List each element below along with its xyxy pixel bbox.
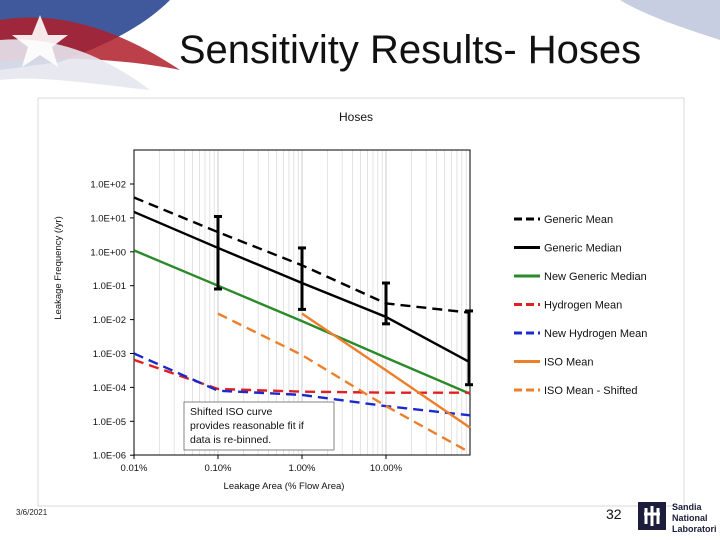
error-bar [214,214,222,291]
y-tick-label: 1.0E-02 [93,315,126,326]
annotation-line-3: data is re-binned. [190,434,271,446]
slide-date: 3/6/2021 [16,508,48,517]
y-tick-label: 1.0E+02 [90,180,126,191]
legend-label: Hydrogen Mean [544,300,622,312]
y-axis: 1.0E+02 1.0E+01 1.0E+00 1.0E-01 1.0E-02 1.0E-… [90,180,134,462]
annotation-box: Shifted ISO curve provides reasonable fi… [183,401,335,451]
y-axis-label: Leakage Frequency (/yr) [53,216,64,320]
y-tick-label: 1.0E-05 [93,417,126,428]
legend-label: New Hydrogen Mean [544,328,647,340]
legend: Generic Mean Generic Median New Generic Me… [514,214,647,397]
legend-item: Generic Mean [514,214,613,226]
legend-item: Generic Median [514,243,622,255]
y-tick-label: 1.0E-03 [93,349,126,360]
annotation-line-1: Shifted ISO curve [190,406,272,418]
slide-title: Sensitivity Results- Hoses [178,28,642,72]
error-bar [298,246,306,311]
logo-line-1: Sandia [672,502,703,512]
x-axis-label: Leakage Area (% Flow Area) [224,481,345,492]
page-number: 32 [606,506,622,522]
series-line-new-hydrogen-mean [133,352,471,417]
legend-item: ISO Mean - Shifted [514,385,638,397]
error-bar [382,281,390,326]
x-tick-label: 10.00% [370,463,403,474]
logo-line-2: National [672,513,708,523]
series-line-iso-mean [301,312,471,429]
legend-item: New Generic Median [514,271,647,283]
x-tick-label: 0.10% [205,463,232,474]
legend-label: New Generic Median [544,271,647,283]
logo-line-3: Laboratories [672,524,716,534]
sandia-logo: Sandia National Laboratories [638,502,716,534]
x-tick-label: 1.00% [289,463,316,474]
chart-title: Hoses [339,110,373,124]
chart-background [37,97,685,507]
x-tick-label: 0.01% [121,463,148,474]
error-bars [214,214,473,387]
legend-item: New Hydrogen Mean [514,328,647,340]
error-bar [465,309,473,387]
legend-label: Generic Mean [544,214,613,226]
y-tick-label: 1.0E-06 [93,451,126,462]
legend-label: Generic Median [544,243,622,255]
y-tick-label: 1.0E+00 [90,247,126,258]
legend-label: ISO Mean - Shifted [544,385,638,397]
legend-item: ISO Mean [514,357,594,369]
annotation-line-2: provides reasonable fit if [190,420,304,432]
x-axis: 0.01% 0.10% 1.00% 10.00% [121,455,403,474]
y-tick-label: 1.0E-04 [93,383,126,394]
series-line-new-generic-median [133,249,471,395]
y-tick-label: 1.0E+01 [90,213,126,224]
legend-label: ISO Mean [544,357,594,369]
legend-item: Hydrogen Mean [514,300,622,312]
annotation-background [183,401,335,451]
y-tick-label: 1.0E-01 [93,281,126,292]
